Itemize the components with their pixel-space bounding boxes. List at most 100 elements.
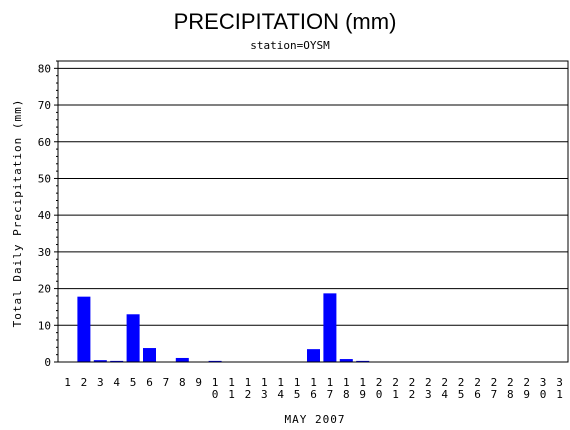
x-tick-label: 1 — [64, 376, 71, 389]
x-tick-label: 27 — [491, 376, 498, 401]
svg-text:2: 2 — [507, 376, 514, 389]
bars — [77, 293, 370, 362]
x-tick-label: 31 — [556, 376, 563, 401]
svg-text:2: 2 — [409, 376, 416, 389]
chart-subtitle: station=OYSM — [250, 39, 330, 52]
grid-lines — [58, 67, 568, 326]
x-tick-label: 9 — [195, 376, 202, 389]
bar-day-10 — [208, 360, 222, 362]
svg-text:1: 1 — [556, 388, 563, 401]
x-tick-label: 18 — [343, 376, 350, 401]
x-tick-labels: 1 2 3 4 5 6 7 8 9 1011121314151617181920212223242… — [64, 376, 563, 401]
svg-text:2: 2 — [376, 376, 383, 389]
chart-title: PRECIPITATION (mm) — [174, 9, 397, 34]
svg-text:0: 0 — [540, 388, 547, 401]
svg-text:0: 0 — [212, 388, 219, 401]
x-tick-label: 22 — [409, 376, 416, 401]
y-tick-label: 20 — [38, 283, 51, 296]
svg-text:9: 9 — [523, 388, 530, 401]
svg-text:0: 0 — [376, 388, 383, 401]
svg-text:1: 1 — [261, 376, 268, 389]
x-tick-label: 20 — [376, 376, 383, 401]
y-tick-labels: 0 10 20 30 40 50 60 70 80 — [38, 62, 51, 369]
x-tick-label: 28 — [507, 376, 514, 401]
svg-text:5: 5 — [294, 388, 301, 401]
svg-text:1: 1 — [228, 376, 235, 389]
bar-day-5 — [126, 314, 140, 362]
bar-day-19 — [356, 360, 370, 362]
y-axis-label: Total Daily Precipitation (mm) — [11, 99, 24, 328]
svg-text:7: 7 — [491, 388, 498, 401]
svg-text:9: 9 — [195, 376, 202, 389]
svg-text:1: 1 — [392, 388, 399, 401]
svg-text:1: 1 — [228, 388, 235, 401]
svg-text:1: 1 — [277, 376, 284, 389]
x-tick-label: 7 — [163, 376, 170, 389]
bar-day-8 — [175, 357, 189, 362]
x-tick-label: 4 — [113, 376, 120, 389]
bar-day-2 — [77, 296, 91, 362]
svg-text:4: 4 — [113, 376, 120, 389]
x-tick-label: 23 — [425, 376, 432, 401]
svg-text:2: 2 — [392, 376, 399, 389]
plot-frame — [57, 60, 569, 363]
y-tick-label: 0 — [44, 356, 51, 369]
bar-day-4 — [110, 360, 124, 362]
svg-text:2: 2 — [441, 376, 448, 389]
x-tick-label: 3 — [97, 376, 104, 389]
svg-text:3: 3 — [425, 388, 432, 401]
svg-text:7: 7 — [163, 376, 170, 389]
y-tick-label: 50 — [38, 172, 51, 185]
y-tick-label: 40 — [38, 209, 51, 222]
x-tick-label: 16 — [310, 376, 317, 401]
x-tick-label: 15 — [294, 376, 301, 401]
bar-day-17 — [323, 293, 337, 362]
svg-text:2: 2 — [81, 376, 88, 389]
svg-text:6: 6 — [146, 376, 153, 389]
svg-text:8: 8 — [179, 376, 186, 389]
x-tick-label: 5 — [130, 376, 137, 389]
y-tick-label: 60 — [38, 136, 51, 149]
x-tick-label: 30 — [540, 376, 547, 401]
bar-day-18 — [339, 359, 353, 362]
x-tick-label: 6 — [146, 376, 153, 389]
x-tick-label: 8 — [179, 376, 186, 389]
x-tick-label: 17 — [327, 376, 334, 401]
svg-text:8: 8 — [343, 388, 350, 401]
x-tick-label: 29 — [523, 376, 530, 401]
svg-text:1: 1 — [212, 376, 219, 389]
bar-day-6 — [143, 348, 156, 362]
svg-text:3: 3 — [540, 376, 547, 389]
svg-text:5: 5 — [458, 388, 465, 401]
svg-text:2: 2 — [245, 388, 252, 401]
x-tick-label: 10 — [212, 376, 219, 401]
svg-text:3: 3 — [97, 376, 104, 389]
svg-text:2: 2 — [474, 376, 481, 389]
svg-text:1: 1 — [343, 376, 350, 389]
svg-text:2: 2 — [523, 376, 530, 389]
x-tick-label: 19 — [359, 376, 366, 401]
svg-text:3: 3 — [556, 376, 563, 389]
svg-text:7: 7 — [327, 388, 334, 401]
svg-text:6: 6 — [474, 388, 481, 401]
y-tick-label: 70 — [38, 99, 51, 112]
svg-text:5: 5 — [130, 376, 137, 389]
svg-text:4: 4 — [441, 388, 448, 401]
x-tick-label: 12 — [245, 376, 252, 401]
svg-text:8: 8 — [507, 388, 514, 401]
x-tick-label: 14 — [277, 376, 284, 401]
axes — [54, 60, 569, 363]
svg-text:2: 2 — [425, 376, 432, 389]
svg-text:4: 4 — [277, 388, 284, 401]
svg-text:2: 2 — [458, 376, 465, 389]
svg-text:2: 2 — [409, 388, 416, 401]
bar-day-16 — [307, 349, 320, 362]
x-tick-label: 25 — [458, 376, 465, 401]
x-axis-label: MAY 2007 — [285, 413, 346, 426]
x-tick-label: 21 — [392, 376, 399, 401]
bar-day-3 — [93, 360, 107, 362]
y-tick-label: 30 — [38, 246, 51, 259]
x-tick-label: 13 — [261, 376, 268, 401]
svg-text:1: 1 — [327, 376, 334, 389]
